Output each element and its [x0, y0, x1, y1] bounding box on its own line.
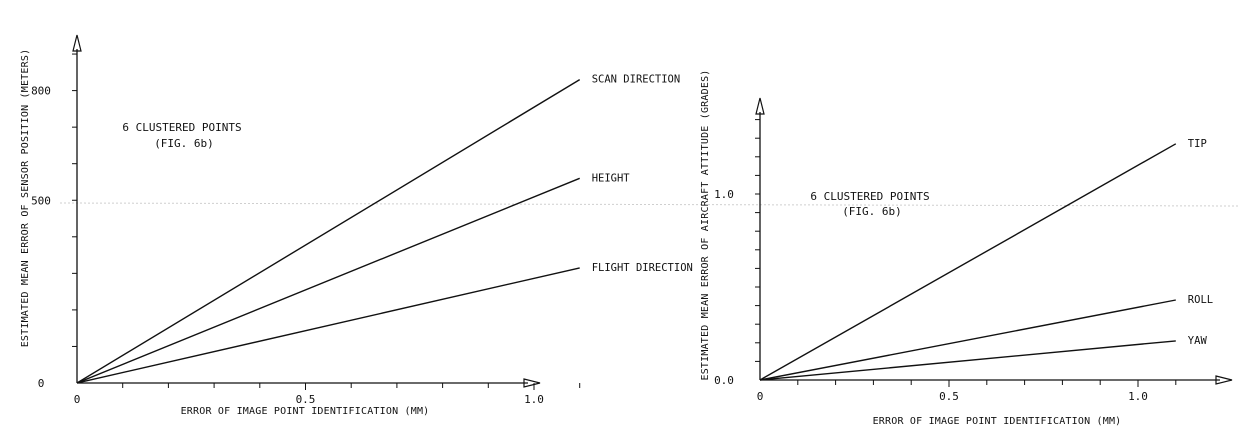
annotation-text: (FIG. 6b) — [842, 205, 902, 218]
x-tick-label: 0.5 — [296, 393, 316, 406]
chart-aircraft-attitude: 0 0.5 1.0 0.0 1.0 ERROR OF IMAGE POINT IDENTI… — [700, 69, 1233, 427]
y-tick-label: 500 — [31, 194, 51, 207]
y-axis-title: ESTIMATED MEAN ERROR OF AIRCRAFT ATTITUD… — [700, 69, 711, 380]
x-axis-title: ERROR OF IMAGE POINT IDENTIFICATION (MM) — [873, 416, 1122, 427]
y-tick-label: 1.0 — [714, 188, 734, 201]
annotation-text: (FIG. 6b) — [154, 137, 214, 150]
x-tick-label: 0 — [757, 390, 764, 403]
series-line-roll — [759, 299, 1176, 381]
series-line-yaw — [759, 340, 1176, 381]
x-tick-label: 0 — [74, 393, 81, 406]
series-label: YAW — [1188, 335, 1208, 347]
x-axis-arrow-icon — [523, 378, 541, 388]
series-label: FLIGHT DIRECTION — [592, 262, 693, 274]
series-line-tip — [759, 143, 1177, 381]
series-label: TIP — [1188, 138, 1207, 150]
series-label: HEIGHT — [592, 172, 631, 184]
annotation-text: 6 CLUSTERED POINTS — [810, 190, 929, 203]
x-axis-title: ERROR OF IMAGE POINT IDENTIFICATION (MM) — [181, 406, 430, 417]
scan-artifact-line — [59, 202, 1238, 207]
series-line-flight-direction — [76, 267, 580, 384]
y-axis-arrow-icon — [755, 97, 765, 115]
series-label: SCAN DIRECTION — [592, 74, 681, 86]
x-axis-arrow-icon — [1215, 375, 1233, 385]
y-tick-label: 0 — [38, 377, 45, 390]
series-line-height — [76, 177, 580, 384]
x-tick-label: 1.0 — [1128, 390, 1148, 403]
series-line-scan-direction — [76, 79, 581, 384]
y-tick-label: 0.0 — [714, 374, 734, 387]
y-tick-label: 800 — [31, 85, 51, 98]
y-axis-title: ESTIMATED MEAN ERROR OF SENSOR POSITION … — [20, 49, 31, 348]
y-axis-arrow-icon — [72, 34, 82, 52]
series-label: ROLL — [1188, 294, 1213, 306]
x-tick-label: 1.0 — [524, 393, 544, 406]
x-tick-label: 0.5 — [939, 390, 959, 403]
annotation-text: 6 CLUSTERED POINTS — [122, 121, 241, 134]
chart-sensor-position: 0 0.5 1.0 0 500 800 ERROR OF IMAGE POINT IDENT… — [20, 34, 693, 417]
